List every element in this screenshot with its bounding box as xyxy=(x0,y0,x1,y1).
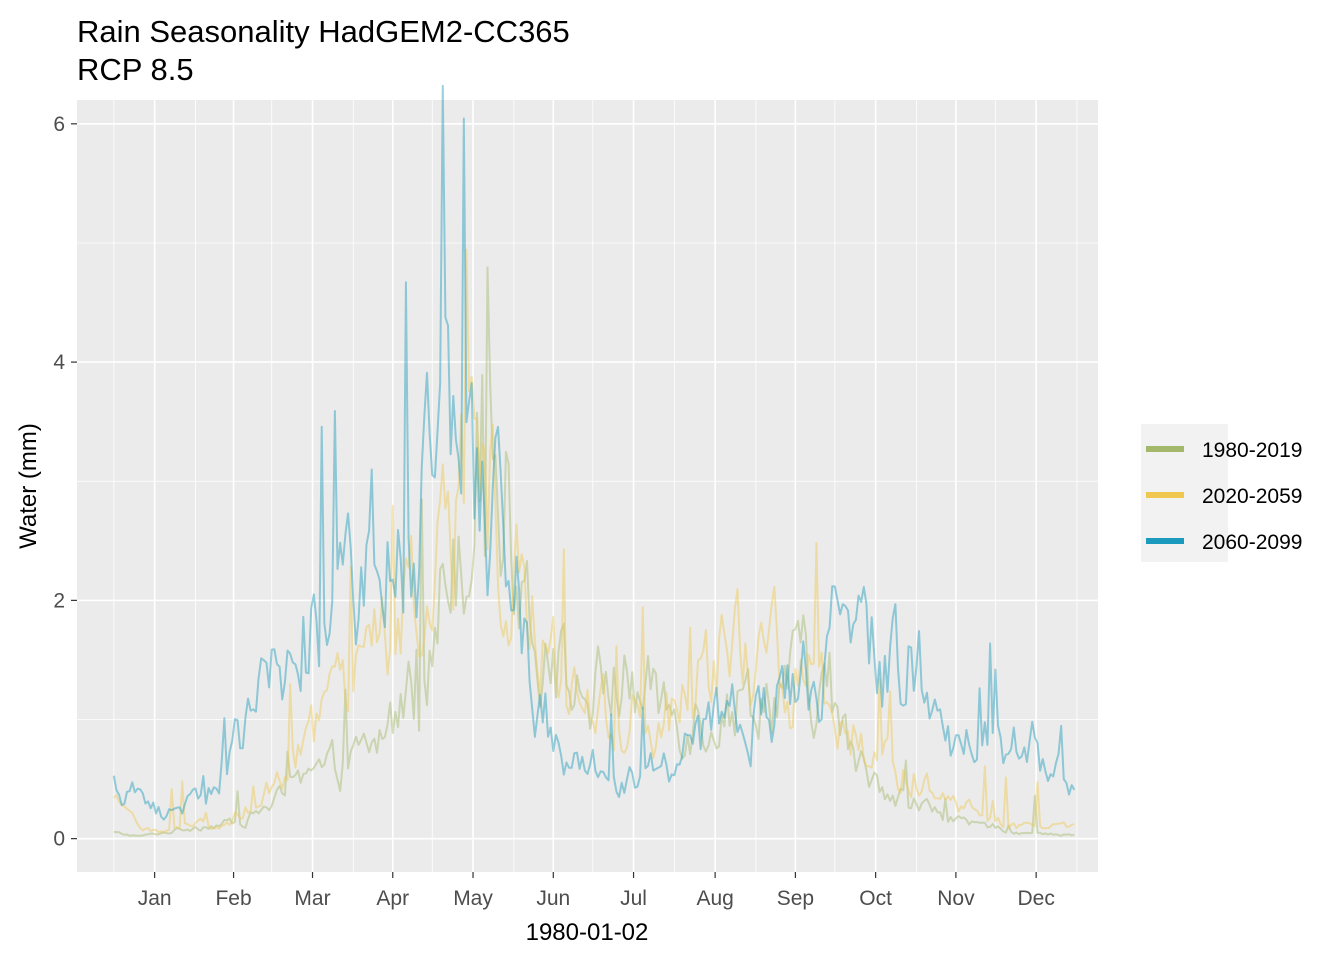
series-layer xyxy=(112,84,1076,837)
x-tick-label: Aug xyxy=(696,887,733,910)
series-line-1980-2019 xyxy=(113,266,1075,837)
legend-label: 2020-2059 xyxy=(1202,485,1302,508)
x-tick-label: Oct xyxy=(859,887,892,910)
series-line-2020-2059 xyxy=(113,248,1075,834)
grid-major xyxy=(77,100,1098,872)
x-tick-label: May xyxy=(453,887,493,910)
x-tick-label: Feb xyxy=(215,887,251,910)
y-tick-label: 6 xyxy=(53,113,65,136)
legend: 1980-2019 2020-2059 2060-2099 xyxy=(1141,424,1302,562)
legend-label: 2060-2099 xyxy=(1202,531,1302,554)
y-tick-label: 2 xyxy=(53,589,65,612)
x-tick-label: Nov xyxy=(937,887,975,910)
y-axis-title: Water (mm) xyxy=(15,423,42,549)
plot-panel xyxy=(77,100,1098,872)
chart-title: Rain Seasonality HadGEM2-CC365 xyxy=(77,14,570,49)
x-tick-label: Jan xyxy=(138,887,172,910)
y-axis: 0 2 4 6 xyxy=(53,113,77,851)
legend-label: 1980-2019 xyxy=(1202,439,1302,462)
series-line-2060-2099 xyxy=(112,84,1076,821)
grid-minor xyxy=(77,100,1098,872)
y-tick-label: 4 xyxy=(53,351,65,374)
x-tick-label: Jun xyxy=(536,887,570,910)
x-tick-label: Dec xyxy=(1017,887,1054,910)
x-tick-label: Mar xyxy=(294,887,330,910)
x-axis-title: 1980-01-02 xyxy=(526,919,649,946)
chart-subtitle: RCP 8.5 xyxy=(77,52,194,87)
x-tick-label: Sep xyxy=(777,887,814,910)
x-axis: Jan Feb Mar Apr May Jun Jul Aug Sep Oct Nov Dec xyxy=(138,872,1055,910)
y-tick-label: 0 xyxy=(53,828,65,851)
x-tick-label: Jul xyxy=(620,887,647,910)
x-tick-label: Apr xyxy=(376,887,409,910)
